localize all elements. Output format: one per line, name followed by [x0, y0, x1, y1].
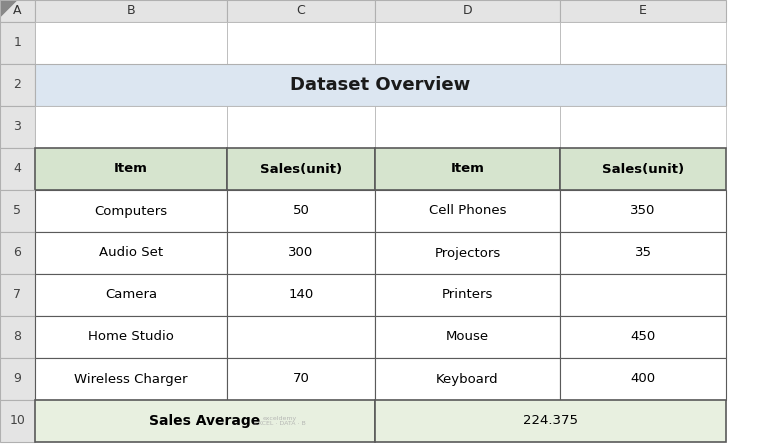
- Bar: [0, 400, 35, 442]
- Bar: [227, 190, 375, 232]
- Text: E: E: [639, 4, 647, 17]
- Bar: [0, 358, 35, 400]
- Text: B: B: [126, 4, 136, 17]
- Text: 1: 1: [14, 37, 21, 50]
- Text: Camera: Camera: [105, 289, 157, 301]
- Text: exceldemy
EXCEL · DATA · B: exceldemy EXCEL · DATA · B: [254, 416, 306, 426]
- Bar: [375, 0, 560, 22]
- Text: 4: 4: [14, 162, 21, 175]
- Text: Item: Item: [114, 162, 148, 175]
- Bar: [560, 106, 726, 148]
- Text: 35: 35: [634, 247, 652, 260]
- Bar: [375, 400, 726, 442]
- Text: Sales Average: Sales Average: [149, 414, 260, 428]
- Bar: [35, 106, 227, 148]
- Bar: [375, 22, 560, 64]
- Text: 7: 7: [14, 289, 21, 301]
- Text: 450: 450: [630, 330, 656, 343]
- Bar: [227, 22, 375, 64]
- Text: Keyboard: Keyboard: [436, 372, 499, 385]
- Bar: [35, 190, 227, 232]
- Bar: [375, 358, 560, 400]
- Bar: [375, 148, 560, 190]
- Bar: [560, 358, 726, 400]
- Text: 10: 10: [9, 414, 25, 428]
- Text: Wireless Charger: Wireless Charger: [74, 372, 188, 385]
- Bar: [560, 190, 726, 232]
- Text: 300: 300: [288, 247, 313, 260]
- Text: Item: Item: [450, 162, 484, 175]
- Bar: [35, 316, 227, 358]
- Bar: [560, 316, 726, 358]
- Text: C: C: [296, 4, 306, 17]
- Text: 9: 9: [14, 372, 21, 385]
- Text: 2: 2: [14, 78, 21, 91]
- Bar: [35, 400, 375, 442]
- Bar: [560, 22, 726, 64]
- Bar: [375, 316, 560, 358]
- Bar: [227, 148, 375, 190]
- Text: 224.375: 224.375: [523, 414, 578, 428]
- Text: Printers: Printers: [442, 289, 493, 301]
- Bar: [35, 148, 227, 190]
- Bar: [375, 190, 560, 232]
- Text: D: D: [463, 4, 473, 17]
- Text: 50: 50: [293, 205, 309, 218]
- Bar: [227, 0, 375, 22]
- Bar: [35, 274, 227, 316]
- Text: 6: 6: [14, 247, 21, 260]
- Bar: [0, 274, 35, 316]
- Bar: [0, 22, 35, 64]
- Bar: [0, 232, 35, 274]
- Text: Sales(unit): Sales(unit): [260, 162, 342, 175]
- Text: Audio Set: Audio Set: [99, 247, 163, 260]
- Bar: [0, 148, 35, 190]
- Bar: [0, 0, 35, 22]
- Text: 5: 5: [14, 205, 21, 218]
- Bar: [227, 274, 375, 316]
- Text: 350: 350: [630, 205, 656, 218]
- Bar: [375, 232, 560, 274]
- Text: Mouse: Mouse: [446, 330, 489, 343]
- Text: 400: 400: [630, 372, 656, 385]
- Polygon shape: [1, 1, 17, 17]
- Text: 8: 8: [14, 330, 21, 343]
- Bar: [227, 106, 375, 148]
- Bar: [0, 190, 35, 232]
- Bar: [0, 64, 35, 106]
- Polygon shape: [1, 1, 17, 17]
- Bar: [560, 0, 726, 22]
- Bar: [35, 232, 227, 274]
- Bar: [375, 106, 560, 148]
- Text: 70: 70: [293, 372, 309, 385]
- Text: Dataset Overview: Dataset Overview: [290, 76, 470, 94]
- Text: A: A: [13, 4, 21, 17]
- Bar: [560, 148, 726, 190]
- Bar: [35, 358, 227, 400]
- Bar: [560, 232, 726, 274]
- Bar: [227, 232, 375, 274]
- Text: Cell Phones: Cell Phones: [429, 205, 506, 218]
- Bar: [0, 0, 35, 22]
- Bar: [227, 316, 375, 358]
- Bar: [35, 0, 227, 22]
- Bar: [560, 274, 726, 316]
- Bar: [227, 358, 375, 400]
- Bar: [35, 22, 227, 64]
- Bar: [35, 64, 726, 106]
- Text: Sales(unit): Sales(unit): [602, 162, 684, 175]
- Text: 3: 3: [14, 120, 21, 133]
- Bar: [375, 274, 560, 316]
- Bar: [0, 106, 35, 148]
- Text: Projectors: Projectors: [434, 247, 501, 260]
- Text: Home Studio: Home Studio: [88, 330, 174, 343]
- Bar: [0, 316, 35, 358]
- Text: Computers: Computers: [94, 205, 168, 218]
- Text: 140: 140: [288, 289, 313, 301]
